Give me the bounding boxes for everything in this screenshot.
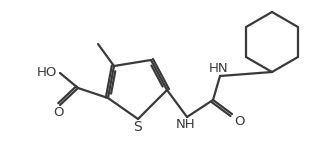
Text: HN: HN [209, 62, 229, 75]
Text: O: O [53, 106, 63, 119]
Text: S: S [134, 120, 143, 134]
Text: O: O [234, 115, 245, 128]
Text: NH: NH [176, 118, 196, 131]
Text: HO: HO [37, 67, 57, 80]
